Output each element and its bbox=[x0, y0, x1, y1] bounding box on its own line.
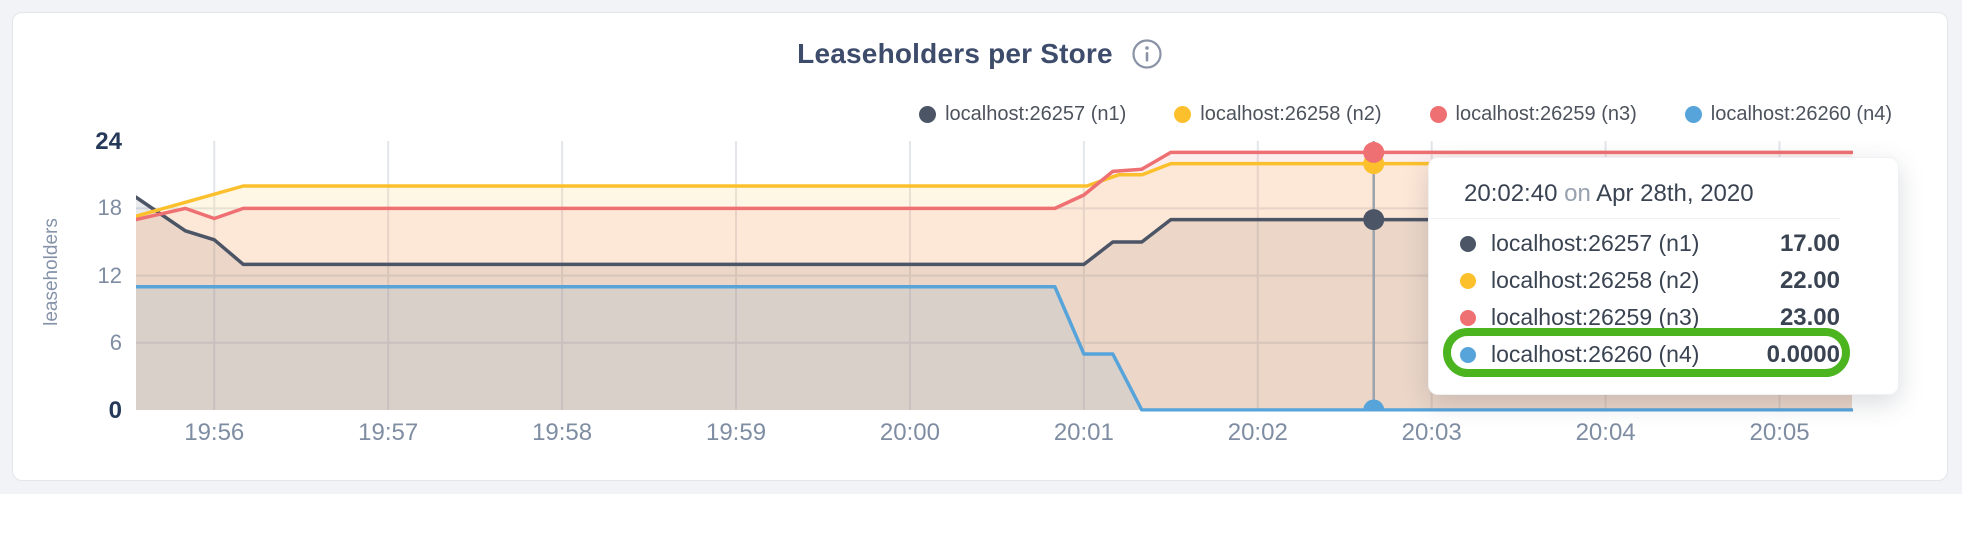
x-tick-2001: 20:01 bbox=[1053, 419, 1114, 446]
legend-dot bbox=[1429, 106, 1447, 123]
tooltip-row-dot bbox=[1460, 235, 1476, 252]
tooltip-time: 20:02:40 bbox=[1464, 180, 1558, 207]
tooltip-row-label: localhost:26258 (n2) bbox=[1491, 267, 1700, 293]
series-line-n2 bbox=[136, 161, 1853, 218]
x-tick-2000: 20:00 bbox=[879, 419, 940, 446]
x-tick-2003: 20:03 bbox=[1401, 419, 1462, 446]
series-line-n3 bbox=[136, 150, 1853, 222]
x-tick-2005: 20:05 bbox=[1749, 419, 1810, 446]
legend: localhost:26257 (n1) localhost:26258 (n2)… bbox=[919, 103, 1892, 126]
tooltip-date: Apr 28th, 2020 bbox=[1596, 180, 1754, 207]
x-tick-2004: 20:04 bbox=[1575, 419, 1636, 446]
legend-item-n3[interactable]: localhost:26259 (n3) bbox=[1429, 103, 1637, 126]
y-tick-18: 18 bbox=[97, 195, 122, 221]
legend-dot bbox=[1684, 106, 1702, 123]
info-icon[interactable] bbox=[1131, 38, 1163, 70]
chart-title: Leaseholders per Store bbox=[797, 38, 1113, 69]
series-line-n4 bbox=[136, 285, 1853, 412]
legend-item-n1[interactable]: localhost:26257 (n1) bbox=[919, 103, 1126, 126]
tooltip-row-value: 23.00 bbox=[1779, 303, 1840, 331]
x-tick-1958: 19:58 bbox=[532, 419, 593, 446]
series-area-n4 bbox=[136, 286, 1852, 410]
legend-item-n4[interactable]: localhost:26260 (n4) bbox=[1684, 103, 1892, 126]
legend-label: localhost:26257 (n1) bbox=[945, 103, 1127, 125]
hover-dot-n3 bbox=[1363, 141, 1385, 163]
tooltip-row-dot bbox=[1460, 272, 1476, 289]
legend-item-n2[interactable]: localhost:26258 (n2) bbox=[1174, 103, 1382, 126]
tooltip-row-value: 22.00 bbox=[1779, 266, 1840, 294]
x-tick-1959: 19:59 bbox=[705, 419, 767, 446]
y-tick-12: 12 bbox=[97, 262, 122, 288]
series-area-n1 bbox=[136, 197, 1852, 410]
series-area-n3 bbox=[136, 152, 1852, 410]
highlight-annotation bbox=[1443, 328, 1850, 377]
legend-label: localhost:26258 (n2) bbox=[1200, 103, 1382, 125]
tooltip-row-label: localhost:26260 (n4) bbox=[1491, 341, 1700, 367]
legend-label: localhost:26260 (n4) bbox=[1710, 103, 1892, 125]
tooltip-row-label: localhost:26257 (n1) bbox=[1491, 230, 1700, 256]
tooltip-row-n1: localhost:26257 (n1) 17.00 bbox=[1429, 225, 1840, 262]
tooltip-header: 20:02:40 on Apr 28th, 2020 bbox=[1429, 180, 1840, 219]
x-tick-2002: 20:02 bbox=[1227, 419, 1288, 446]
tooltip-row-dot bbox=[1460, 309, 1476, 326]
y-tick-24: 24 bbox=[95, 128, 122, 156]
chart-header: Leaseholders per Store bbox=[12, 38, 1948, 70]
tooltip-conjunction: on bbox=[1564, 180, 1591, 207]
series-line-n1 bbox=[136, 195, 1853, 267]
x-tick-1957: 19:57 bbox=[358, 419, 419, 446]
tooltip-row-value: 17.00 bbox=[1779, 229, 1840, 257]
hover-dot-n1 bbox=[1363, 209, 1385, 231]
hover-dot-n4 bbox=[1363, 399, 1385, 412]
x-tick-1956: 19:56 bbox=[184, 419, 245, 446]
legend-dot bbox=[919, 106, 937, 123]
y-tick-0: 0 bbox=[108, 397, 122, 424]
y-tick-6: 6 bbox=[109, 329, 122, 355]
tooltip-row-n3: localhost:26259 (n3) 23.00 bbox=[1429, 299, 1840, 336]
tooltip-row-n2: localhost:26258 (n2) 22.00 bbox=[1429, 262, 1840, 299]
tooltip-row-label: localhost:26259 (n3) bbox=[1491, 304, 1700, 330]
legend-label: localhost:26259 (n3) bbox=[1455, 103, 1637, 125]
legend-dot bbox=[1174, 106, 1192, 123]
